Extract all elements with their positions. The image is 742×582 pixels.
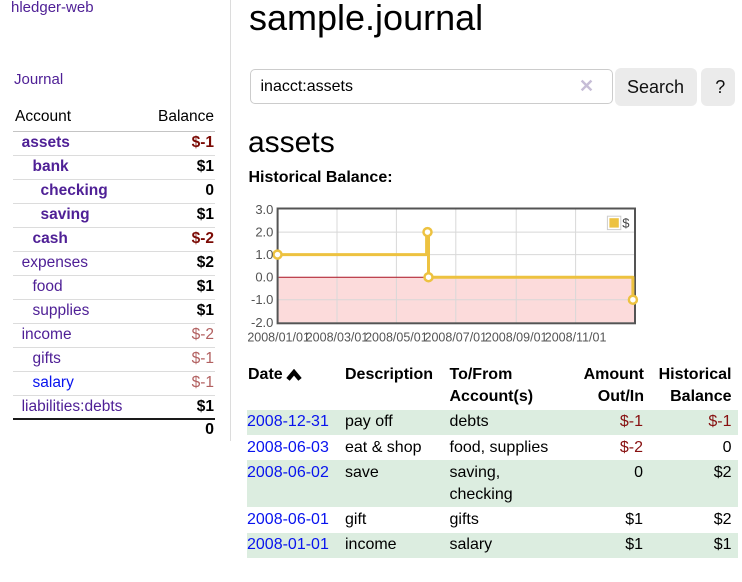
svg-text:1.0: 1.0 <box>255 247 273 262</box>
svg-text:2.0: 2.0 <box>255 225 273 240</box>
svg-text:2008/01/01: 2008/01/01 <box>247 331 310 345</box>
svg-text:3.0: 3.0 <box>255 202 273 217</box>
svg-text:2008/03/01: 2008/03/01 <box>306 331 369 345</box>
svg-text:-2.0: -2.0 <box>251 315 273 330</box>
svg-text:2008/07/01: 2008/07/01 <box>425 331 488 345</box>
svg-text:2008/09/01: 2008/09/01 <box>485 331 548 345</box>
svg-text:2008/11/01: 2008/11/01 <box>545 331 607 345</box>
svg-text:2008/05/01: 2008/05/01 <box>365 331 428 345</box>
svg-text:0.0: 0.0 <box>255 270 273 285</box>
svg-text:-1.0: -1.0 <box>251 292 273 307</box>
svg-text:$: $ <box>622 215 630 230</box>
